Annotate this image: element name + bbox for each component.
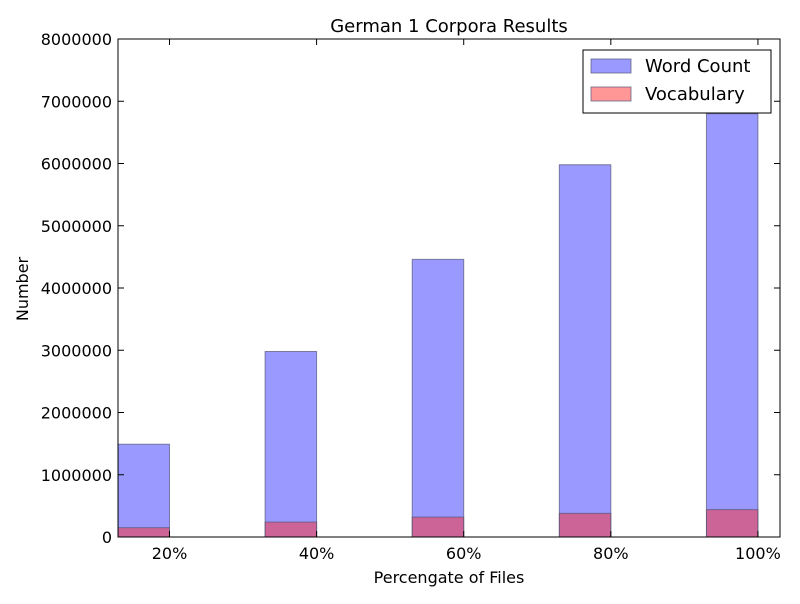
legend-swatch-word-count bbox=[590, 58, 632, 74]
axes-layer: 0 1000000 2000000 3000000 4000000 5000000 6000… bbox=[41, 30, 781, 563]
x-tick-label: 60% bbox=[446, 544, 482, 563]
legend-label-vocabulary: Vocabulary bbox=[645, 84, 745, 105]
x-axis-label: Percengate of Files bbox=[374, 568, 525, 587]
bar-vocabulary-3 bbox=[558, 512, 612, 538]
x-tick-label: 80% bbox=[593, 544, 629, 563]
bar-vocabulary-2 bbox=[411, 516, 465, 538]
y-tick-label: 5000000 bbox=[41, 217, 112, 236]
y-tick-label: 6000000 bbox=[41, 155, 112, 174]
bar-word-count-3 bbox=[558, 164, 612, 538]
y-tick-label: 0 bbox=[102, 528, 112, 547]
bar-word-count-4 bbox=[705, 113, 759, 538]
y-tick-label: 8000000 bbox=[41, 30, 112, 49]
bar-word-count-1 bbox=[264, 350, 318, 538]
legend: Word Count Vocabulary bbox=[582, 49, 772, 114]
x-tick-label: 100% bbox=[735, 544, 781, 563]
y-tick-label: 4000000 bbox=[41, 279, 112, 298]
x-tick-label: 40% bbox=[299, 544, 335, 563]
bar-word-count-0 bbox=[117, 443, 170, 538]
y-axis-label: Number bbox=[13, 256, 32, 321]
bar-vocabulary-4 bbox=[705, 509, 759, 538]
x-tick-label: 20% bbox=[152, 544, 188, 563]
y-tick-label: 7000000 bbox=[41, 92, 112, 111]
y-tick-label: 3000000 bbox=[41, 341, 112, 360]
legend-label-word-count: Word Count bbox=[645, 56, 750, 77]
bar-word-count-2 bbox=[411, 258, 465, 538]
bar-vocabulary-1 bbox=[264, 521, 318, 538]
y-tick-label: 2000000 bbox=[41, 404, 112, 423]
chart-title: German 1 Corpora Results bbox=[330, 16, 568, 37]
bars-layer bbox=[117, 113, 759, 538]
legend-swatch-vocabulary bbox=[590, 86, 632, 102]
bar-vocabulary-0 bbox=[117, 527, 170, 538]
y-tick-label: 1000000 bbox=[41, 466, 112, 485]
